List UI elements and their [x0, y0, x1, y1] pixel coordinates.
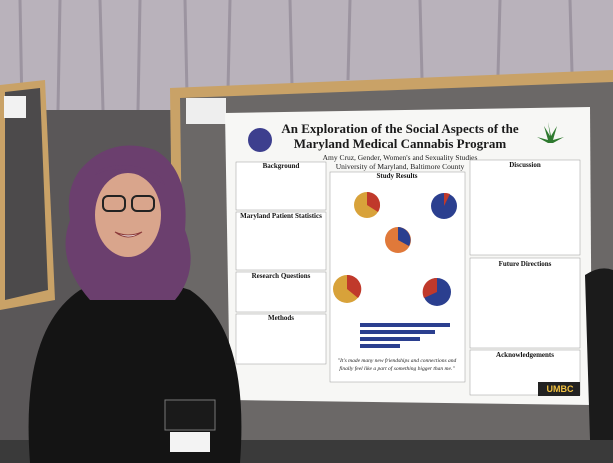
panel — [235, 313, 327, 365]
panel — [235, 271, 327, 313]
section-heading: Background — [263, 162, 300, 170]
leaf-icon — [537, 122, 564, 143]
section-heading: Methods — [268, 314, 294, 322]
section-heading: Future Directions — [499, 260, 552, 268]
sign — [4, 96, 26, 118]
person-edge — [585, 268, 613, 440]
badge-card — [170, 432, 210, 452]
curtain-folds — [18, 0, 574, 111]
poster-title: An Exploration of the Social Aspects of … — [281, 121, 518, 136]
smile — [114, 231, 143, 238]
section-heading: Study Results — [376, 172, 417, 180]
person-bangs — [95, 165, 165, 185]
person-face — [95, 173, 161, 257]
pie-charts — [333, 191, 457, 306]
glasses — [102, 195, 126, 212]
poster-title: Maryland Medical Cannabis Program — [294, 136, 507, 151]
panel — [469, 159, 581, 256]
note — [186, 98, 226, 124]
panel — [235, 161, 327, 211]
poster-affiliation: University of Maryland, Baltimore County — [336, 162, 465, 171]
section-heading: Maryland Patient Statistics — [240, 212, 322, 220]
poster-logo — [248, 128, 272, 152]
badge — [164, 399, 216, 431]
section-heading: Acknowledgements — [496, 351, 554, 359]
section-heading: Research Questions — [252, 272, 311, 280]
panel — [469, 257, 581, 349]
bar-chart — [360, 323, 450, 348]
glasses — [131, 195, 155, 212]
logo-box — [538, 382, 580, 396]
panel — [235, 211, 327, 271]
left-board — [5, 88, 48, 300]
umbc-logo: UMBC — [547, 384, 574, 394]
poster-author: Amy Cruz, Gender, Women's and Sexuality … — [323, 153, 478, 162]
quote: finally feel like a part of something bi… — [339, 365, 455, 372]
quote: "It's made many new friendships and conn… — [338, 357, 457, 364]
section-heading: Discussion — [509, 161, 541, 169]
